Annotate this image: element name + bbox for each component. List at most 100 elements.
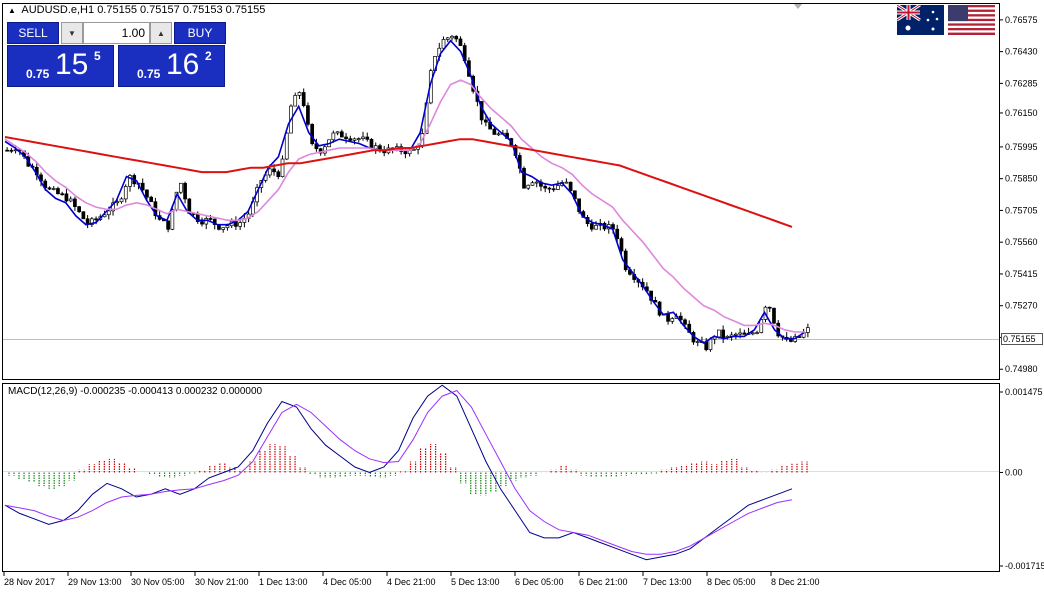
candle-body (200, 221, 204, 225)
candle-body (589, 223, 594, 230)
candle-body (47, 187, 52, 190)
candle-body (496, 133, 501, 136)
ohlc-values: 0.75155 0.75157 0.75153 0.75155 (97, 4, 266, 16)
price-tick-label: 0.76575 (1005, 15, 1038, 25)
time-tick-label: 8 Dec 05:00 (707, 577, 756, 587)
candle-body (128, 175, 132, 187)
time-tick-label: 6 Dec 05:00 (515, 577, 564, 587)
candle-body (772, 307, 776, 324)
candle-body (90, 218, 94, 225)
time-tick-label: 4 Dec 05:00 (323, 577, 372, 587)
candle-body (695, 341, 700, 343)
candle-body (683, 319, 687, 325)
candle-body (284, 132, 289, 160)
macd-signal-line (4, 390, 793, 555)
candle-body (759, 319, 764, 333)
candle-body (119, 198, 124, 203)
time-tick-label: 6 Dec 21:00 (579, 577, 628, 587)
candle-body (666, 313, 670, 322)
candle-body (5, 149, 9, 152)
ema-mid-line (4, 79, 805, 333)
candle-body (373, 145, 378, 149)
candle-body (335, 131, 340, 134)
candle-body (412, 148, 416, 151)
buy-button[interactable]: BUY (174, 22, 226, 44)
candle-body (568, 181, 573, 192)
bid-big-digits: 15 (55, 48, 89, 81)
collapse-triangle-icon[interactable]: ▲ (8, 6, 16, 15)
candle-body (352, 138, 357, 141)
candle-body (301, 92, 306, 107)
candle-body (306, 105, 310, 125)
current-price-tag: 0.75155 (1001, 333, 1043, 345)
macd-main-line (4, 384, 793, 561)
candle-body (717, 329, 721, 338)
candle-body (238, 222, 242, 227)
candle-body (445, 37, 450, 40)
candle-body (225, 225, 230, 229)
time-tick-label: 28 Nov 2017 (4, 577, 55, 587)
candle-body (530, 182, 535, 186)
chart-shift-marker-icon[interactable] (794, 4, 802, 9)
candle-body (293, 95, 298, 107)
candle-body (204, 218, 209, 225)
candle-body (789, 339, 793, 342)
price-tick-label: 0.74980 (1005, 364, 1038, 374)
candle-body (767, 306, 772, 309)
candle-body (454, 35, 459, 40)
candle-body (276, 171, 281, 177)
candle-body (56, 188, 60, 195)
candle-body (399, 146, 403, 152)
candle-body (441, 39, 446, 49)
price-tick-label: 0.76150 (1005, 108, 1038, 118)
candle-body (73, 198, 77, 207)
candle-body (458, 38, 463, 46)
ask-price-box[interactable]: 0.75 16 2 (118, 45, 225, 87)
lot-size-input[interactable]: 1.00 (83, 22, 150, 44)
lot-decrease-icon[interactable]: ▼ (61, 22, 83, 44)
candle-body (615, 228, 620, 240)
candle-body (750, 332, 755, 335)
lot-increase-icon[interactable]: ▲ (150, 22, 172, 44)
bid-pip-digit: 5 (94, 49, 101, 63)
price-tick-label: 0.75270 (1005, 301, 1038, 311)
ask-pip-digit: 2 (205, 49, 212, 63)
candle-body (81, 211, 86, 220)
price-tick-label: 0.75705 (1005, 205, 1038, 215)
sell-button[interactable]: SELL (7, 22, 59, 44)
candle-body (178, 182, 183, 193)
time-tick-label: 8 Dec 21:00 (771, 577, 820, 587)
candle-body (221, 227, 226, 230)
candle-body (678, 315, 683, 321)
macd-tick-label: -0.001715 (1005, 561, 1044, 571)
price-tick-label: 0.75415 (1005, 269, 1038, 279)
time-tick-label: 30 Nov 21:00 (195, 577, 249, 587)
price-tick-label: 0.75560 (1005, 237, 1038, 247)
australia-flag-icon (897, 5, 944, 35)
candle-body (149, 196, 154, 203)
price-tick-label: 0.76430 (1005, 47, 1038, 57)
candle-body (594, 224, 598, 230)
time-tick-label: 5 Dec 13:00 (451, 577, 500, 587)
ema-slow-line (4, 136, 793, 228)
candle-body (742, 332, 747, 335)
candle-body (344, 136, 348, 140)
candle-body (208, 218, 213, 220)
bid-prefix: 0.75 (26, 67, 50, 81)
price-tick-label: 0.76285 (1005, 78, 1038, 88)
candle-body (280, 158, 285, 177)
macd-tick-label: 0.00 (1005, 467, 1023, 477)
candle-body (450, 35, 454, 39)
candle-body (68, 198, 73, 202)
bid-price-box[interactable]: 0.75 15 5 (7, 45, 114, 87)
symbol-header: ▲ AUDUSD.e,H1 0.75155 0.75157 0.75153 0.… (8, 4, 265, 16)
candle-body (361, 136, 365, 139)
candle-body (106, 210, 111, 216)
candle-body (543, 185, 548, 189)
one-click-trading-panel: SELL ▼ 1.00 ▲ BUY 0.75 15 5 0.75 16 2 (7, 22, 226, 87)
time-tick-label: 30 Nov 05:00 (131, 577, 185, 587)
price-tick-label: 0.75995 (1005, 142, 1038, 152)
macd-panel-frame (2, 383, 1000, 572)
candle-body (323, 146, 327, 154)
